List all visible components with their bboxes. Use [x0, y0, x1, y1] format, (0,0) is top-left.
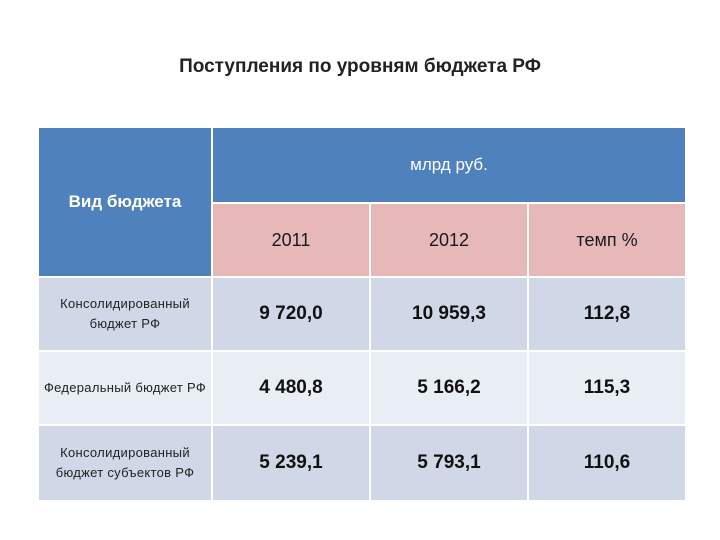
value-growth: 110,6	[527, 424, 687, 502]
header-row-top: Вид бюджета млрд руб.	[37, 126, 687, 278]
value-growth: 112,8	[527, 276, 687, 352]
header-row-years: 2011 2012 темп %	[38, 202, 687, 278]
value-growth: 115,3	[527, 350, 687, 426]
table-row: Консолидированный бюджет РФ 9 720,0 10 9…	[37, 276, 687, 352]
value-2011: 4 480,8	[211, 350, 371, 426]
budget-table: Вид бюджета млрд руб. 2011 2012 темп % К…	[37, 126, 687, 502]
page-title: Поступления по уровням бюджета РФ	[179, 56, 541, 77]
growth-rate-header: темп %	[527, 202, 687, 278]
row-label-regional: Консолидированный бюджет субъектов РФ	[37, 424, 213, 502]
value-2012: 10 959,3	[369, 276, 529, 352]
table-row: Федеральный бюджет РФ 4 480,8 5 166,2 11…	[37, 350, 687, 426]
year-2011-header: 2011	[211, 202, 371, 278]
value-2011: 9 720,0	[211, 276, 371, 352]
row-label-consolidated: Консолидированный бюджет РФ	[37, 276, 213, 352]
budget-type-header: Вид бюджета	[37, 126, 213, 278]
unit-header: млрд руб.	[211, 126, 687, 204]
value-2012: 5 166,2	[369, 350, 529, 426]
year-2012-header: 2012	[369, 202, 529, 278]
value-2011: 5 239,1	[211, 424, 371, 502]
row-label-federal: Федеральный бюджет РФ	[37, 350, 213, 426]
value-2012: 5 793,1	[369, 424, 529, 502]
table-row: Консолидированный бюджет субъектов РФ 5 …	[37, 424, 687, 502]
